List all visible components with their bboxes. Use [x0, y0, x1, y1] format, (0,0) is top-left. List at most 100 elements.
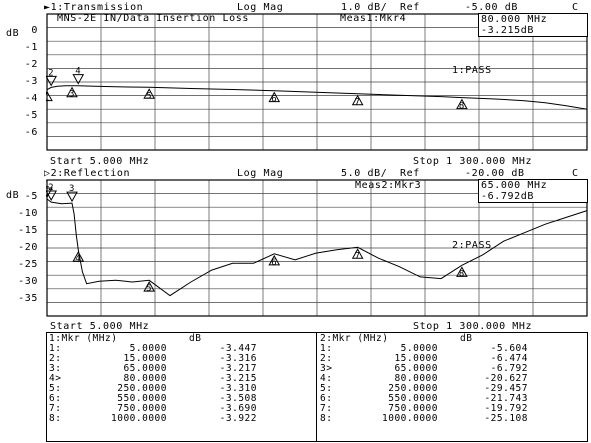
marker-table-row[interactable]: 3: 65.0000 -3.217 — [49, 364, 257, 374]
marker-5[interactable]: 5 — [143, 88, 156, 101]
trace2-format[interactable]: Log Mag — [237, 168, 284, 179]
trace1-format[interactable]: Log Mag — [237, 2, 284, 13]
marker-frequency: 750.0000 — [388, 403, 438, 414]
marker-id: 4: — [320, 373, 333, 384]
marker-id: 6: — [49, 393, 62, 404]
marker-3[interactable]: 3 — [66, 86, 78, 100]
marker-value: -3.316 — [219, 353, 257, 364]
marker-triangle — [46, 190, 58, 202]
marker-triangle — [351, 248, 364, 259]
marker-value: -3.215 — [219, 373, 257, 384]
marker-frequency: 15.0000 — [123, 353, 167, 364]
marker-id: 7: — [320, 403, 333, 414]
marker-value: -3.447 — [219, 343, 257, 354]
trace1-channel-flag: C — [572, 2, 579, 13]
marker-3[interactable]: 3 — [66, 184, 78, 203]
trace-line[interactable] — [46, 85, 588, 110]
marker-table-row[interactable]: 8: 1000.0000 -3.922 — [49, 414, 257, 424]
marker-triangle — [72, 251, 85, 262]
marker-frequency: 1000.0000 — [382, 413, 438, 424]
marker-8[interactable]: 8 — [456, 98, 468, 112]
marker-4[interactable]: 4 — [72, 251, 85, 264]
plot-frame — [46, 13, 588, 151]
y-tick-label: -5 — [24, 191, 38, 202]
marker-table-row[interactable]: 7: 750.0000 -19.792 — [320, 404, 528, 414]
trace1-marker-value: -3.215dB — [481, 25, 534, 36]
trace1-scale[interactable]: 1.0 dB/ — [341, 2, 388, 13]
marker-id: 1: — [320, 343, 333, 354]
trace2-marker-freq: 65.000 MHz — [481, 180, 548, 191]
marker-4[interactable]: 4 — [72, 67, 85, 85]
y-tick-label: -3 — [24, 76, 38, 87]
marker-value: -21.743 — [484, 393, 528, 404]
y-tick-label: -5 — [24, 110, 38, 121]
plot-frame — [46, 179, 588, 317]
marker-frequency: 1000.0000 — [111, 413, 167, 424]
marker-table-panel — [46, 332, 588, 442]
y-tick-label: -20 — [18, 242, 38, 253]
trace2-start-freq[interactable]: Start 5.000 MHz — [50, 321, 150, 332]
marker-value: -19.792 — [484, 403, 528, 414]
marker-table-row[interactable]: 1: 5.0000 -3.447 — [49, 344, 257, 354]
marker-1[interactable]: 1 — [46, 90, 53, 104]
trace2-marker-value: -6.792dB — [481, 191, 534, 202]
marker-table-row[interactable]: 4: 80.0000 -20.627 — [320, 374, 528, 384]
marker-triangle — [143, 88, 156, 99]
marker-value: -25.108 — [484, 413, 528, 424]
marker-2[interactable]: 2 — [46, 183, 58, 202]
trace2-scale[interactable]: 5.0 dB/ — [341, 168, 388, 179]
marker-6[interactable]: 6 — [268, 254, 281, 268]
marker-triangle — [143, 281, 156, 292]
trace-line[interactable] — [46, 198, 588, 297]
marker-value: -6.474 — [490, 353, 528, 364]
marker-value: -29.457 — [484, 383, 528, 394]
marker-table-row[interactable]: 1: 5.0000 -5.604 — [320, 344, 528, 354]
marker-2[interactable]: 2 — [46, 68, 58, 87]
marker-5[interactable]: 5 — [143, 281, 156, 294]
header-freq: 2:Mkr (MHz) — [320, 333, 389, 344]
marker-value: -6.792 — [490, 363, 528, 374]
marker-7[interactable]: 7 — [351, 94, 364, 108]
marker-value: -20.627 — [484, 373, 528, 384]
trace2-title[interactable]: ▷2:Reflection — [44, 168, 131, 179]
trace2-stop-freq[interactable]: Stop 1 300.000 MHz — [413, 321, 533, 332]
marker-8[interactable]: 8 — [456, 266, 468, 279]
marker-frequency: 80.0000 — [123, 373, 167, 384]
marker-table-header: 2:Mkr (MHz) dB — [320, 334, 528, 344]
marker-table-row[interactable]: 6: 550.0000 -3.508 — [49, 394, 257, 404]
marker-triangle — [72, 74, 85, 85]
marker-table-row[interactable]: 5: 250.0000 -29.457 — [320, 384, 528, 394]
marker-1[interactable]: 1 — [46, 180, 53, 199]
marker-label: 8 — [459, 269, 464, 279]
marker-id: 7: — [49, 403, 62, 414]
marker-7[interactable]: 7 — [351, 248, 364, 261]
marker-triangle — [456, 266, 468, 277]
marker-table-row[interactable]: 2: 15.0000 -6.474 — [320, 354, 528, 364]
y-tick-label: -4 — [24, 93, 38, 104]
trace2-ref-value[interactable]: -20.00 dB — [465, 168, 525, 179]
marker-table-row[interactable]: 7: 750.0000 -3.690 — [49, 404, 257, 414]
marker-frequency: 5.0000 — [129, 343, 167, 354]
marker-table-row[interactable]: 2: 15.0000 -3.316 — [49, 354, 257, 364]
marker-id: 6: — [320, 393, 333, 404]
trace1-title[interactable]: ►1:Transmission — [44, 2, 144, 13]
marker-table-row[interactable]: 3> 65.0000 -6.792 — [320, 364, 528, 374]
trace1-start-freq[interactable]: Start 5.000 MHz — [50, 156, 150, 167]
trace1-stop-freq[interactable]: Stop 1 300.000 MHz — [413, 156, 533, 167]
marker-table-row[interactable]: 6: 550.0000 -21.743 — [320, 394, 528, 404]
trace2-ref-label: Ref — [400, 168, 420, 179]
marker-table-row[interactable]: 8: 1000.0000 -25.108 — [320, 414, 528, 424]
marker-label: 2 — [48, 183, 53, 193]
marker-frequency: 750.0000 — [117, 403, 167, 414]
marker-table-row[interactable]: 4> 80.0000 -3.215 — [49, 374, 257, 384]
marker-id: 3: — [49, 363, 62, 374]
trace1-ref-value[interactable]: -5.00 dB — [465, 2, 518, 13]
marker-table-2: 2:Mkr (MHz) dB 1: 5.0000 -5.604 2: 15.0000 -6.4… — [320, 334, 528, 424]
marker-6[interactable]: 6 — [268, 91, 281, 105]
marker-value: -3.508 — [219, 393, 257, 404]
y-tick-label: -30 — [18, 276, 38, 287]
y-tick-label: 0 — [31, 25, 38, 36]
marker-table-row[interactable]: 5: 250.0000 -3.310 — [49, 384, 257, 394]
marker-id: 2: — [320, 353, 333, 364]
marker-triangle — [66, 86, 78, 98]
